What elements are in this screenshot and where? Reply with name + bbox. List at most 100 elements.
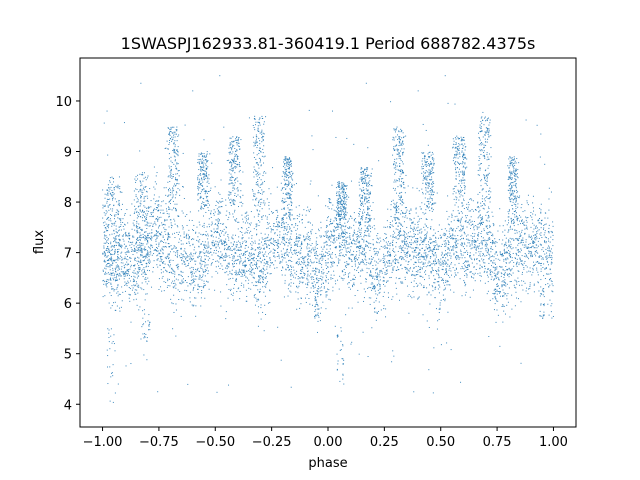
data-point xyxy=(139,262,141,264)
data-point xyxy=(544,241,546,243)
data-point xyxy=(267,302,269,304)
data-point xyxy=(346,212,348,214)
data-point xyxy=(293,269,295,271)
data-point xyxy=(527,204,529,206)
data-point xyxy=(406,272,408,274)
data-point xyxy=(113,290,115,292)
data-point xyxy=(330,223,332,225)
data-point xyxy=(374,254,376,256)
data-point xyxy=(349,252,351,254)
data-point xyxy=(104,295,106,297)
data-point xyxy=(371,226,373,228)
data-point xyxy=(532,245,534,247)
data-point xyxy=(122,271,124,273)
data-point xyxy=(130,250,132,252)
data-point xyxy=(439,264,441,266)
data-point xyxy=(297,264,299,266)
data-point xyxy=(128,282,130,284)
data-point xyxy=(296,285,298,287)
data-point xyxy=(152,225,154,227)
data-point xyxy=(234,249,236,251)
data-point xyxy=(503,274,505,275)
data-point xyxy=(103,245,105,247)
data-point xyxy=(385,237,387,239)
data-point xyxy=(477,238,479,240)
data-point xyxy=(521,255,523,257)
data-point xyxy=(439,245,441,247)
data-point xyxy=(289,260,291,262)
data-point xyxy=(346,263,348,265)
data-point xyxy=(338,288,340,290)
data-point xyxy=(148,210,150,212)
data-point xyxy=(529,247,531,249)
data-point xyxy=(524,232,526,234)
data-point xyxy=(132,287,134,289)
data-point xyxy=(342,210,344,212)
data-point xyxy=(351,307,353,309)
data-point xyxy=(262,276,264,278)
data-point xyxy=(523,280,525,282)
data-point xyxy=(354,265,356,267)
data-point xyxy=(297,237,299,239)
data-point xyxy=(257,298,259,300)
data-point xyxy=(251,270,253,272)
data-point xyxy=(196,256,198,258)
data-point xyxy=(117,285,119,287)
data-point xyxy=(297,278,299,280)
data-point xyxy=(125,258,127,260)
data-point xyxy=(111,288,113,290)
data-point xyxy=(237,271,239,273)
data-point xyxy=(120,224,122,226)
data-point xyxy=(548,314,550,316)
data-point xyxy=(473,239,475,241)
data-point xyxy=(277,240,279,242)
data-point xyxy=(384,271,386,273)
data-point xyxy=(187,260,189,262)
data-point xyxy=(398,238,400,240)
data-point xyxy=(244,264,246,266)
data-point xyxy=(455,238,457,240)
data-point xyxy=(502,304,504,306)
data-point xyxy=(287,224,289,226)
data-point xyxy=(131,228,133,230)
data-point xyxy=(319,262,321,264)
data-point xyxy=(234,271,236,273)
data-point xyxy=(354,278,356,280)
data-point xyxy=(278,255,280,257)
data-point xyxy=(149,260,151,262)
data-point xyxy=(197,288,199,290)
data-point xyxy=(321,286,323,288)
data-point xyxy=(534,263,536,265)
data-point xyxy=(290,194,292,196)
data-point xyxy=(127,251,129,253)
data-point xyxy=(550,280,552,282)
data-point xyxy=(481,247,483,249)
data-point xyxy=(255,264,257,266)
data-point xyxy=(159,233,161,235)
data-point xyxy=(270,228,272,230)
data-point xyxy=(254,304,256,306)
data-point xyxy=(528,250,530,252)
data-point xyxy=(191,239,192,241)
data-point xyxy=(123,228,125,230)
data-point xyxy=(419,243,421,245)
data-point xyxy=(344,232,346,234)
data-point xyxy=(157,232,159,234)
data-point xyxy=(151,236,153,238)
data-point xyxy=(542,247,544,249)
data-point xyxy=(138,257,140,259)
data-point xyxy=(307,206,309,208)
data-point xyxy=(124,256,126,258)
data-point xyxy=(482,240,484,242)
data-point xyxy=(221,244,223,246)
data-point xyxy=(472,232,474,234)
data-point xyxy=(439,308,441,310)
data-point xyxy=(364,200,365,202)
data-point xyxy=(287,267,289,269)
data-point xyxy=(545,212,547,214)
data-point xyxy=(502,284,504,286)
data-point xyxy=(421,231,423,233)
data-point xyxy=(437,245,439,247)
data-point xyxy=(251,258,253,260)
data-point xyxy=(278,257,280,259)
